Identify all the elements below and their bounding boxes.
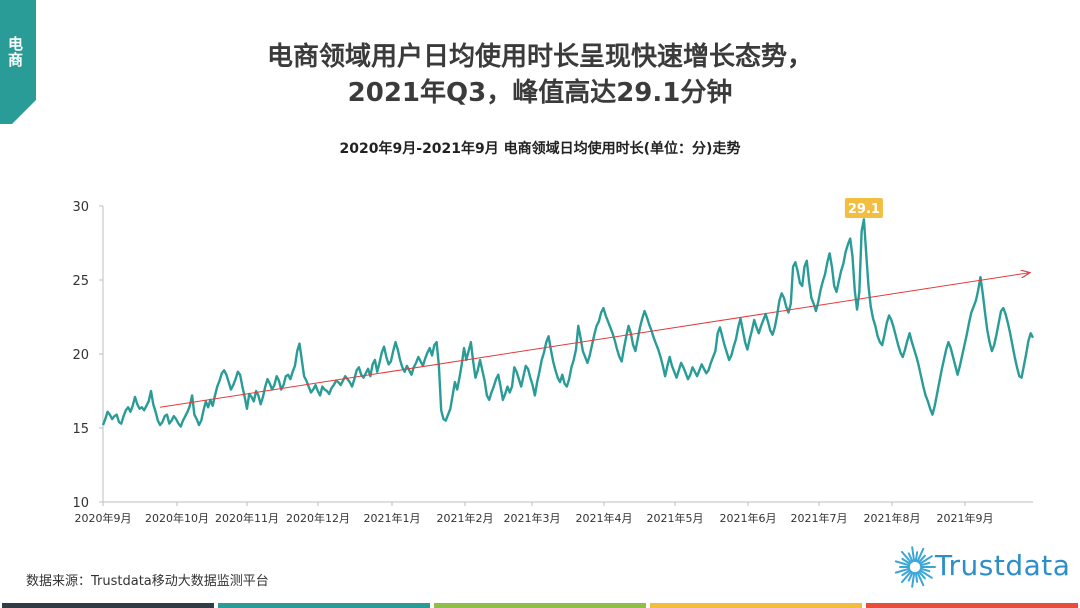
x-tick-label: 2021年2月 <box>437 511 494 525</box>
starburst-ray <box>919 569 933 579</box>
trustdata-logo: Trustdata <box>893 543 1071 591</box>
y-tick-label: 10 <box>72 496 89 511</box>
x-tick-label: 2021年5月 <box>647 511 704 525</box>
starburst-ray <box>901 569 911 577</box>
starburst-ray <box>914 571 919 583</box>
x-tick-label: 2020年11月 <box>215 511 279 525</box>
x-tick-label: 2020年10月 <box>145 511 209 525</box>
peak-label-text: 29.1 <box>848 202 880 217</box>
starburst-ray <box>907 552 914 563</box>
starburst-ray <box>911 571 916 588</box>
bottom-bar-5 <box>866 603 1078 608</box>
y-tick-label: 30 <box>72 200 89 215</box>
bottom-bar-4 <box>650 603 862 608</box>
x-tick-label: 2021年7月 <box>791 511 848 525</box>
starburst-ray <box>907 571 914 582</box>
series-line <box>101 218 1035 428</box>
starburst-ray <box>917 554 926 564</box>
trend-line <box>159 273 1030 408</box>
section-tag-label: 电商 <box>6 36 24 68</box>
starburst-ray <box>919 561 931 567</box>
starburst-ray <box>916 571 925 587</box>
starburst-ray <box>919 555 933 565</box>
starburst-ray <box>916 547 925 563</box>
x-tick-label: 2021年4月 <box>576 511 633 525</box>
x-tick-label: 2021年9月 <box>937 511 994 525</box>
section-tag-shape <box>0 0 36 124</box>
y-tick-label: 20 <box>72 348 89 363</box>
headline-line-1: 电商领域用户日均使用时长呈现快速增长态势， <box>266 42 813 72</box>
starburst-ray <box>911 546 916 563</box>
starburst-ray <box>901 557 911 565</box>
headline-line-2: 2021年Q3，峰值高达29.1分钟 <box>347 78 733 108</box>
x-tick-label: 2020年9月 <box>75 511 132 525</box>
x-tick-label: 2021年3月 <box>504 511 561 525</box>
y-tick-label: 15 <box>72 422 89 437</box>
section-tag: 电商 <box>0 0 36 124</box>
chart-title: 2020年9月-2021年9月 电商领域日均使用时长(单位：分)走势 <box>339 141 741 157</box>
starburst-ray <box>894 567 911 574</box>
bottom-color-bars <box>0 603 1080 608</box>
bottom-bar-3 <box>434 603 646 608</box>
bottom-bar-1 <box>2 603 214 608</box>
source-note: 数据来源：Trustdata移动大数据监测平台 <box>26 574 269 589</box>
starburst-icon <box>894 546 936 588</box>
x-tick-label: 2021年1月 <box>364 511 421 525</box>
logo-text: Trustdata <box>935 549 1071 582</box>
starburst-ray <box>919 567 931 573</box>
starburst-ray <box>900 570 913 584</box>
starburst-ray <box>894 560 911 567</box>
bottom-bar-2 <box>218 603 430 608</box>
starburst-ray <box>914 551 919 563</box>
x-tick-label: 2021年8月 <box>864 511 921 525</box>
x-tick-label: 2021年6月 <box>720 511 777 525</box>
starburst-ray <box>917 570 926 580</box>
y-tick-label: 25 <box>72 274 89 289</box>
starburst-ray <box>900 550 913 564</box>
peak-label-box <box>844 198 883 218</box>
x-tick-label: 2020年12月 <box>286 511 350 525</box>
